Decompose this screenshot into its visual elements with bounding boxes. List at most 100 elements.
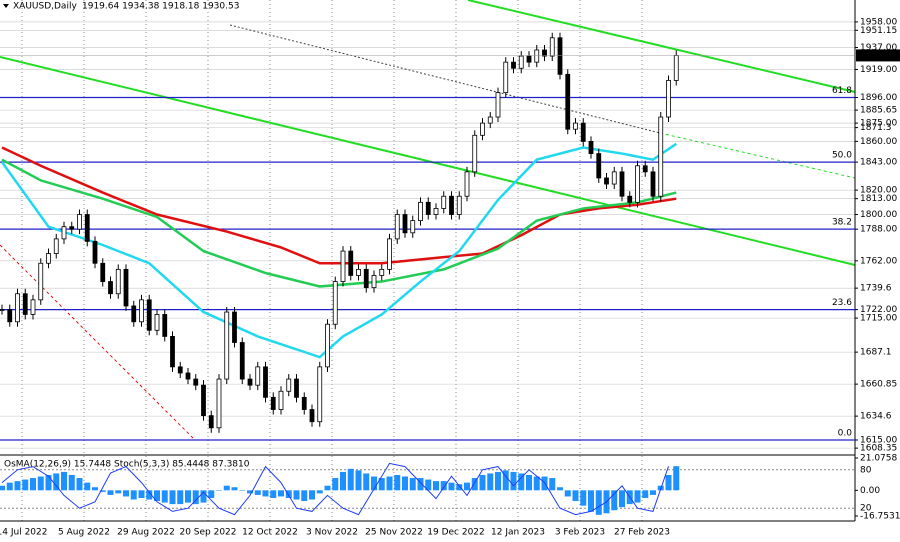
moving-average (0, 142, 677, 359)
trend-lines (0, 0, 856, 441)
candle-body (511, 61, 516, 69)
osc-tick-label: 0.00 (860, 486, 880, 496)
candle-body (38, 262, 44, 301)
y-tick-label: 1951.15 (860, 26, 897, 36)
candle-body (224, 311, 230, 380)
fib-label: 0.0 (838, 429, 853, 439)
y-tick-label: 1739.6 (860, 284, 892, 294)
osma-bar (154, 490, 160, 502)
osma-bar (293, 490, 300, 500)
candle-body (410, 220, 416, 234)
candle-body (433, 208, 439, 215)
osma-bar (347, 468, 354, 491)
stoch-level-label: 20 (860, 504, 872, 514)
candle-body (309, 409, 315, 423)
osma-bar (464, 482, 470, 491)
candle-body (162, 314, 168, 337)
osma-bar (0, 485, 5, 491)
y-tick-label: 1958.00 (860, 17, 897, 27)
y-tick-label: 1788.00 (860, 225, 897, 235)
menu-triangle (3, 4, 9, 8)
candle-body (441, 195, 447, 209)
candle-body (580, 122, 586, 142)
candle-body (154, 314, 160, 331)
candle-body (650, 171, 656, 197)
osma-bar (650, 490, 656, 495)
chart-title: XAUUSD,Daily (13, 2, 77, 12)
osma-bar (14, 481, 21, 491)
candle-body (278, 390, 284, 410)
candle-body (7, 309, 13, 323)
osma-bar (495, 471, 501, 491)
candle-body (208, 415, 214, 429)
osma-bar (487, 473, 494, 491)
osma-bar (247, 490, 253, 494)
osc-tick-label: -16.7531 (860, 512, 900, 522)
candle-body (92, 240, 98, 264)
osma-bar (301, 490, 308, 502)
osma-bar (262, 490, 269, 497)
osma-bar (332, 478, 339, 491)
candle-body (340, 250, 346, 282)
candle-body (185, 372, 191, 380)
osma-bar (216, 490, 222, 491)
candle-body (177, 366, 183, 374)
candle-body (46, 253, 51, 264)
candle-body (30, 299, 36, 315)
osma-bar (130, 490, 137, 500)
candle-body (201, 384, 206, 417)
candle-body (503, 61, 509, 94)
candle-body (108, 281, 113, 295)
fib-label: 23.6 (832, 298, 852, 308)
candle-body (84, 214, 90, 242)
osma-bar (471, 478, 478, 491)
osma-bar (37, 476, 44, 491)
candle-body (363, 268, 369, 289)
candle-body (495, 92, 501, 118)
osma-bar (123, 490, 129, 497)
osma-bar (177, 490, 184, 505)
trend-line (0, 244, 196, 441)
moving-average (1, 158, 677, 288)
candle-body (356, 268, 361, 276)
osma-bar (456, 484, 463, 491)
candle-body (193, 378, 199, 386)
candle-body (666, 80, 671, 118)
candle-body (557, 37, 563, 75)
osma-bar (479, 474, 486, 491)
osma-bar (146, 490, 153, 500)
candle-body (480, 122, 485, 136)
candle-body (301, 396, 307, 410)
y-tick-label: 1871.3 (860, 123, 892, 133)
osma-bar (642, 490, 649, 498)
candle-body (69, 226, 75, 230)
candle-body (596, 153, 602, 179)
candle-body (131, 305, 137, 323)
osma-bar (324, 485, 331, 491)
candle-body (673, 55, 679, 81)
x-tick-label: 20 Sep 2022 (179, 528, 236, 538)
osma-bar (231, 487, 238, 491)
candle-body (232, 311, 237, 343)
fib-label: 61.8 (832, 86, 852, 96)
candle-body (53, 238, 59, 254)
candle-body (604, 177, 609, 185)
x-tick-label: 27 Feb 2023 (614, 528, 670, 538)
moving-average (1, 146, 677, 265)
candle-body (658, 116, 664, 197)
osma-bar (433, 481, 439, 491)
osma-bar (254, 490, 261, 495)
y-tick-label: 1843.00 (860, 158, 897, 168)
osma-bar (533, 476, 540, 491)
candle-body (379, 268, 385, 276)
y-tick-label: 1800.00 (860, 210, 897, 220)
candle-body (518, 55, 524, 69)
candle-body (100, 262, 106, 282)
x-tick-label: 19 Dec 2022 (427, 528, 485, 538)
candle-body (611, 171, 617, 185)
x-tick-label: 12 Jan 2023 (491, 528, 545, 538)
candle-body (402, 214, 408, 234)
candle-body (642, 165, 648, 173)
osma-bar (84, 482, 91, 491)
